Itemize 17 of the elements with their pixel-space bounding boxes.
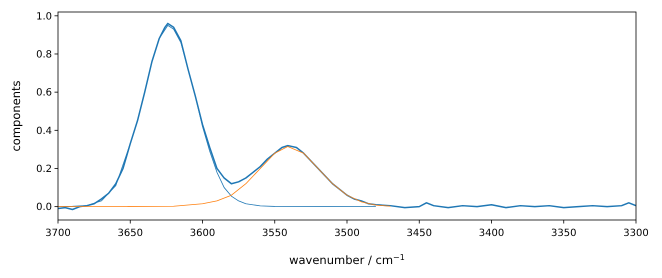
y-tick-label: 0.6 xyxy=(36,88,52,99)
x-tick-label: 3650 xyxy=(118,228,143,239)
y-tick-label: 0.0 xyxy=(36,202,52,214)
x-tick-label: 3450 xyxy=(406,228,432,239)
x-tick-label: 3350 xyxy=(551,228,576,239)
x-tick-label: 3550 xyxy=(262,228,288,239)
x-tick-label: 3700 xyxy=(45,228,71,239)
x-tick-label: 3300 xyxy=(623,228,649,239)
y-tick-label: 0.8 xyxy=(36,49,52,60)
x-axis-title: wavenumber / cm$^{−1}$ xyxy=(289,252,405,267)
y-tick-label: 1.0 xyxy=(36,11,52,22)
x-tick-label: 3500 xyxy=(334,228,360,239)
y-axis-title: components xyxy=(9,80,23,152)
y-tick-label: 0.2 xyxy=(36,164,52,175)
x-tick-label: 3400 xyxy=(478,228,504,239)
y-tick-label: 0.4 xyxy=(36,126,52,137)
x-tick-label: 3600 xyxy=(190,228,216,239)
